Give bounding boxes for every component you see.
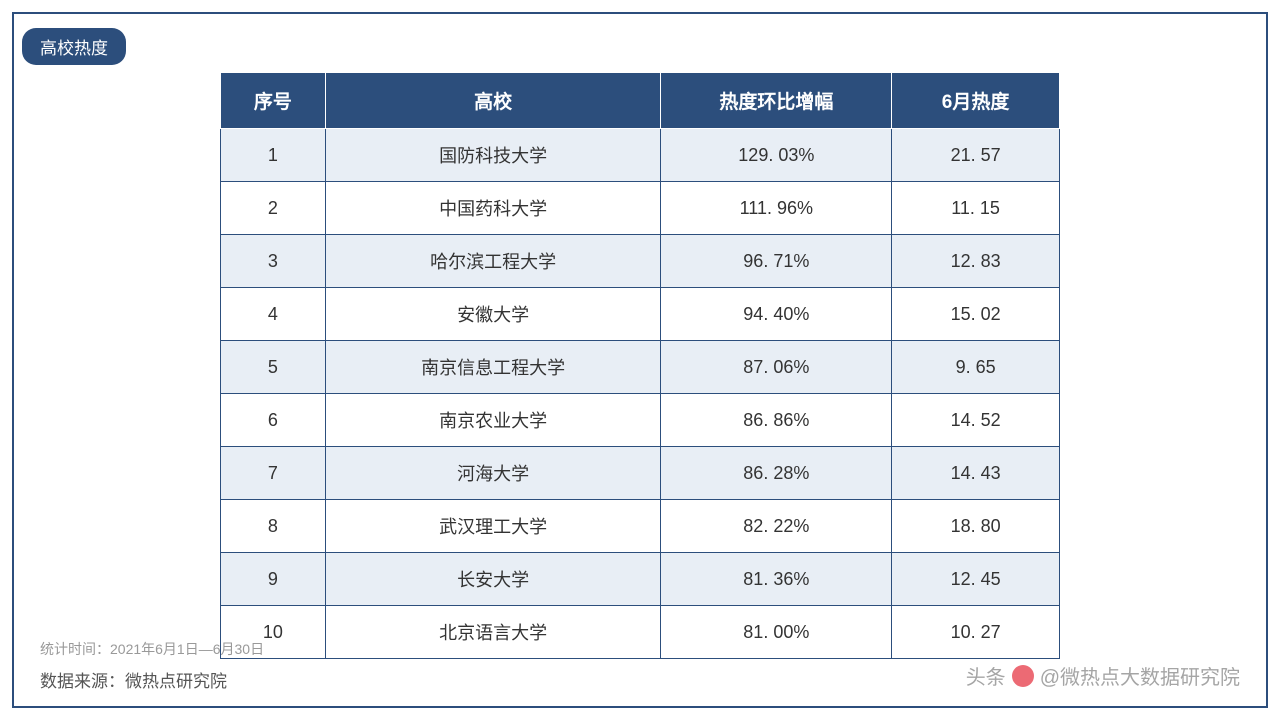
cell-name: 哈尔滨工程大学 bbox=[325, 235, 661, 288]
table-row: 4 安徽大学 94. 40% 15. 02 bbox=[221, 288, 1060, 341]
footer-time: 统计时间：2021年6月1日—6月30日 bbox=[40, 639, 264, 659]
watermark: 头条 @微热点大数据研究院 bbox=[966, 661, 1240, 690]
cell-growth: 81. 36% bbox=[661, 553, 892, 606]
cell-name: 武汉理工大学 bbox=[325, 500, 661, 553]
cell-seq: 9 bbox=[221, 553, 326, 606]
col-header-heat: 6月热度 bbox=[892, 73, 1060, 129]
cell-heat: 14. 43 bbox=[892, 447, 1060, 500]
cell-growth: 96. 71% bbox=[661, 235, 892, 288]
cell-seq: 7 bbox=[221, 447, 326, 500]
table-row: 9 长安大学 81. 36% 12. 45 bbox=[221, 553, 1060, 606]
cell-heat: 21. 57 bbox=[892, 129, 1060, 182]
table-container: 序号 高校 热度环比增幅 6月热度 1 国防科技大学 129. 03% 21. … bbox=[220, 72, 1060, 659]
cell-seq: 8 bbox=[221, 500, 326, 553]
cell-seq: 1 bbox=[221, 129, 326, 182]
footer: 统计时间：2021年6月1日—6月30日 数据来源：微热点研究院 bbox=[40, 639, 264, 692]
cell-growth: 82. 22% bbox=[661, 500, 892, 553]
cell-heat: 15. 02 bbox=[892, 288, 1060, 341]
cell-growth: 129. 03% bbox=[661, 129, 892, 182]
table-row: 5 南京信息工程大学 87. 06% 9. 65 bbox=[221, 341, 1060, 394]
watermark-text: @微热点大数据研究院 bbox=[1040, 661, 1240, 690]
cell-seq: 6 bbox=[221, 394, 326, 447]
cell-growth: 111. 96% bbox=[661, 182, 892, 235]
table-body: 1 国防科技大学 129. 03% 21. 57 2 中国药科大学 111. 9… bbox=[221, 129, 1060, 659]
cell-seq: 5 bbox=[221, 341, 326, 394]
cell-seq: 3 bbox=[221, 235, 326, 288]
title-badge: 高校热度 bbox=[22, 28, 126, 65]
col-header-name: 高校 bbox=[325, 73, 661, 129]
cell-heat: 11. 15 bbox=[892, 182, 1060, 235]
cell-name: 安徽大学 bbox=[325, 288, 661, 341]
cell-name: 南京信息工程大学 bbox=[325, 341, 661, 394]
fire-icon bbox=[1012, 665, 1034, 687]
col-header-growth: 热度环比增幅 bbox=[661, 73, 892, 129]
cell-growth: 86. 28% bbox=[661, 447, 892, 500]
cell-growth: 81. 00% bbox=[661, 606, 892, 659]
cell-heat: 9. 65 bbox=[892, 341, 1060, 394]
table-row: 6 南京农业大学 86. 86% 14. 52 bbox=[221, 394, 1060, 447]
heat-table: 序号 高校 热度环比增幅 6月热度 1 国防科技大学 129. 03% 21. … bbox=[220, 72, 1060, 659]
cell-name: 南京农业大学 bbox=[325, 394, 661, 447]
footer-source: 数据来源：微热点研究院 bbox=[40, 667, 264, 692]
cell-seq: 4 bbox=[221, 288, 326, 341]
table-row: 7 河海大学 86. 28% 14. 43 bbox=[221, 447, 1060, 500]
col-header-seq: 序号 bbox=[221, 73, 326, 129]
table-header-row: 序号 高校 热度环比增幅 6月热度 bbox=[221, 73, 1060, 129]
cell-heat: 10. 27 bbox=[892, 606, 1060, 659]
cell-name: 长安大学 bbox=[325, 553, 661, 606]
cell-heat: 12. 83 bbox=[892, 235, 1060, 288]
watermark-prefix: 头条 bbox=[966, 661, 1006, 690]
table-row: 1 国防科技大学 129. 03% 21. 57 bbox=[221, 129, 1060, 182]
cell-growth: 87. 06% bbox=[661, 341, 892, 394]
cell-growth: 94. 40% bbox=[661, 288, 892, 341]
table-row: 2 中国药科大学 111. 96% 11. 15 bbox=[221, 182, 1060, 235]
cell-heat: 14. 52 bbox=[892, 394, 1060, 447]
cell-name: 中国药科大学 bbox=[325, 182, 661, 235]
cell-heat: 18. 80 bbox=[892, 500, 1060, 553]
table-row: 3 哈尔滨工程大学 96. 71% 12. 83 bbox=[221, 235, 1060, 288]
cell-name: 北京语言大学 bbox=[325, 606, 661, 659]
cell-name: 河海大学 bbox=[325, 447, 661, 500]
table-row: 10 北京语言大学 81. 00% 10. 27 bbox=[221, 606, 1060, 659]
cell-seq: 2 bbox=[221, 182, 326, 235]
cell-heat: 12. 45 bbox=[892, 553, 1060, 606]
cell-growth: 86. 86% bbox=[661, 394, 892, 447]
table-row: 8 武汉理工大学 82. 22% 18. 80 bbox=[221, 500, 1060, 553]
cell-name: 国防科技大学 bbox=[325, 129, 661, 182]
